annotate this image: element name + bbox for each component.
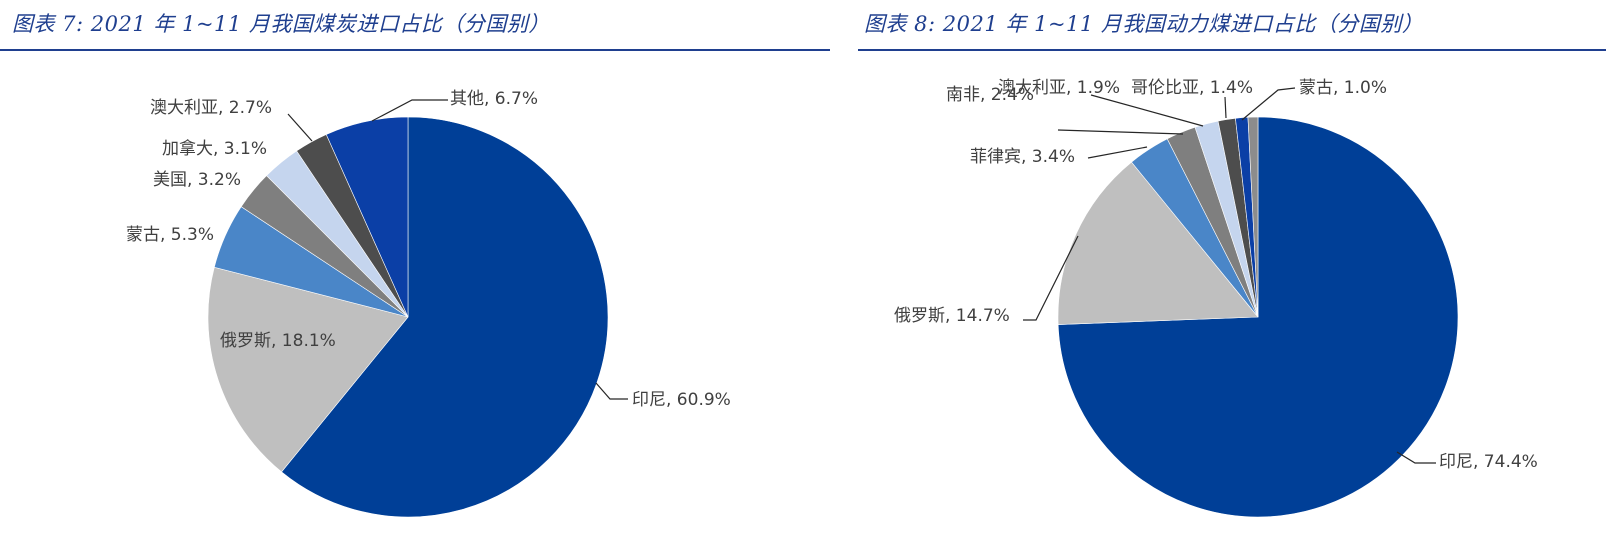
- slice-label: 澳大利亚, 1.9%: [998, 78, 1120, 98]
- leader-line: [1057, 129, 1184, 135]
- slice-label: 俄罗斯, 14.7%: [894, 306, 1010, 326]
- slice-label: 印尼, 74.4%: [1439, 452, 1538, 472]
- pie-chart-thermal-coal-imports: 印尼, 74.4% 俄罗斯, 14.7% 菲律宾, 3.4% 南非, 2.4%澳大利亚…: [894, 78, 1538, 518]
- pie-chart-coal-imports: 印尼, 60.9% 俄罗斯, 18.1% 蒙古, 5.3% 美国, 3.2% 加拿大, …: [126, 89, 731, 518]
- leader-line: [1396, 451, 1436, 464]
- pie-labels: 印尼, 60.9% 俄罗斯, 18.1% 蒙古, 5.3% 美国, 3.2% 加拿大, …: [126, 89, 731, 410]
- slice-label: 其他, 6.7%: [450, 89, 538, 109]
- chart-panel-thermal-coal-imports: 图表 8: 2021 年 1~11 月我国动力煤进口占比（分国别） 印尼, 74…: [858, 0, 1606, 556]
- leader-line: [1224, 96, 1227, 119]
- chart-panel-coal-imports: 图表 7: 2021 年 1~11 月我国煤炭进口占比（分国别） 印尼, 60.…: [0, 12, 830, 518]
- leader-line: [1241, 87, 1296, 121]
- slice-label: 印尼, 60.9%: [632, 390, 731, 410]
- leader-line: [1023, 235, 1079, 321]
- slice-label: 澳大利亚, 2.7%: [150, 98, 272, 118]
- leader-line: [595, 382, 628, 400]
- pie-slice: [1247, 116, 1259, 318]
- leader-line: [371, 99, 448, 122]
- slice-label: 美国, 3.2%: [153, 170, 241, 190]
- title-underline: [0, 49, 830, 51]
- pie-slice: [325, 116, 409, 318]
- pie-slice: [1057, 161, 1259, 325]
- title-underline: [858, 49, 1606, 51]
- slice-label: 南非, 2.4%: [946, 85, 1034, 105]
- leader-line: [1087, 146, 1148, 159]
- slice-label: 蒙古, 1.0%: [1299, 78, 1387, 98]
- slice-label: 俄罗斯, 18.1%: [220, 331, 336, 351]
- pie-slices: [1057, 116, 1459, 518]
- leader-line: [287, 113, 313, 142]
- leader-line: [1090, 94, 1204, 127]
- slice-label: 蒙古, 5.3%: [126, 225, 214, 245]
- chart-title: 图表 7: 2021 年 1~11 月我国煤炭进口占比（分国别）: [12, 12, 550, 36]
- slice-label: 加拿大, 3.1%: [162, 138, 267, 159]
- slice-label: 菲律宾, 3.4%: [970, 147, 1075, 167]
- pie-slice: [207, 266, 409, 473]
- chart-title: 图表 8: 2021 年 1~11 月我国动力煤进口占比（分国别）: [864, 12, 1424, 36]
- pie-slices: [207, 116, 609, 518]
- slice-label: 哥伦比亚, 1.4%: [1131, 78, 1253, 98]
- pie-labels: 印尼, 74.4% 俄罗斯, 14.7% 菲律宾, 3.4% 南非, 2.4%澳大利亚…: [894, 78, 1538, 472]
